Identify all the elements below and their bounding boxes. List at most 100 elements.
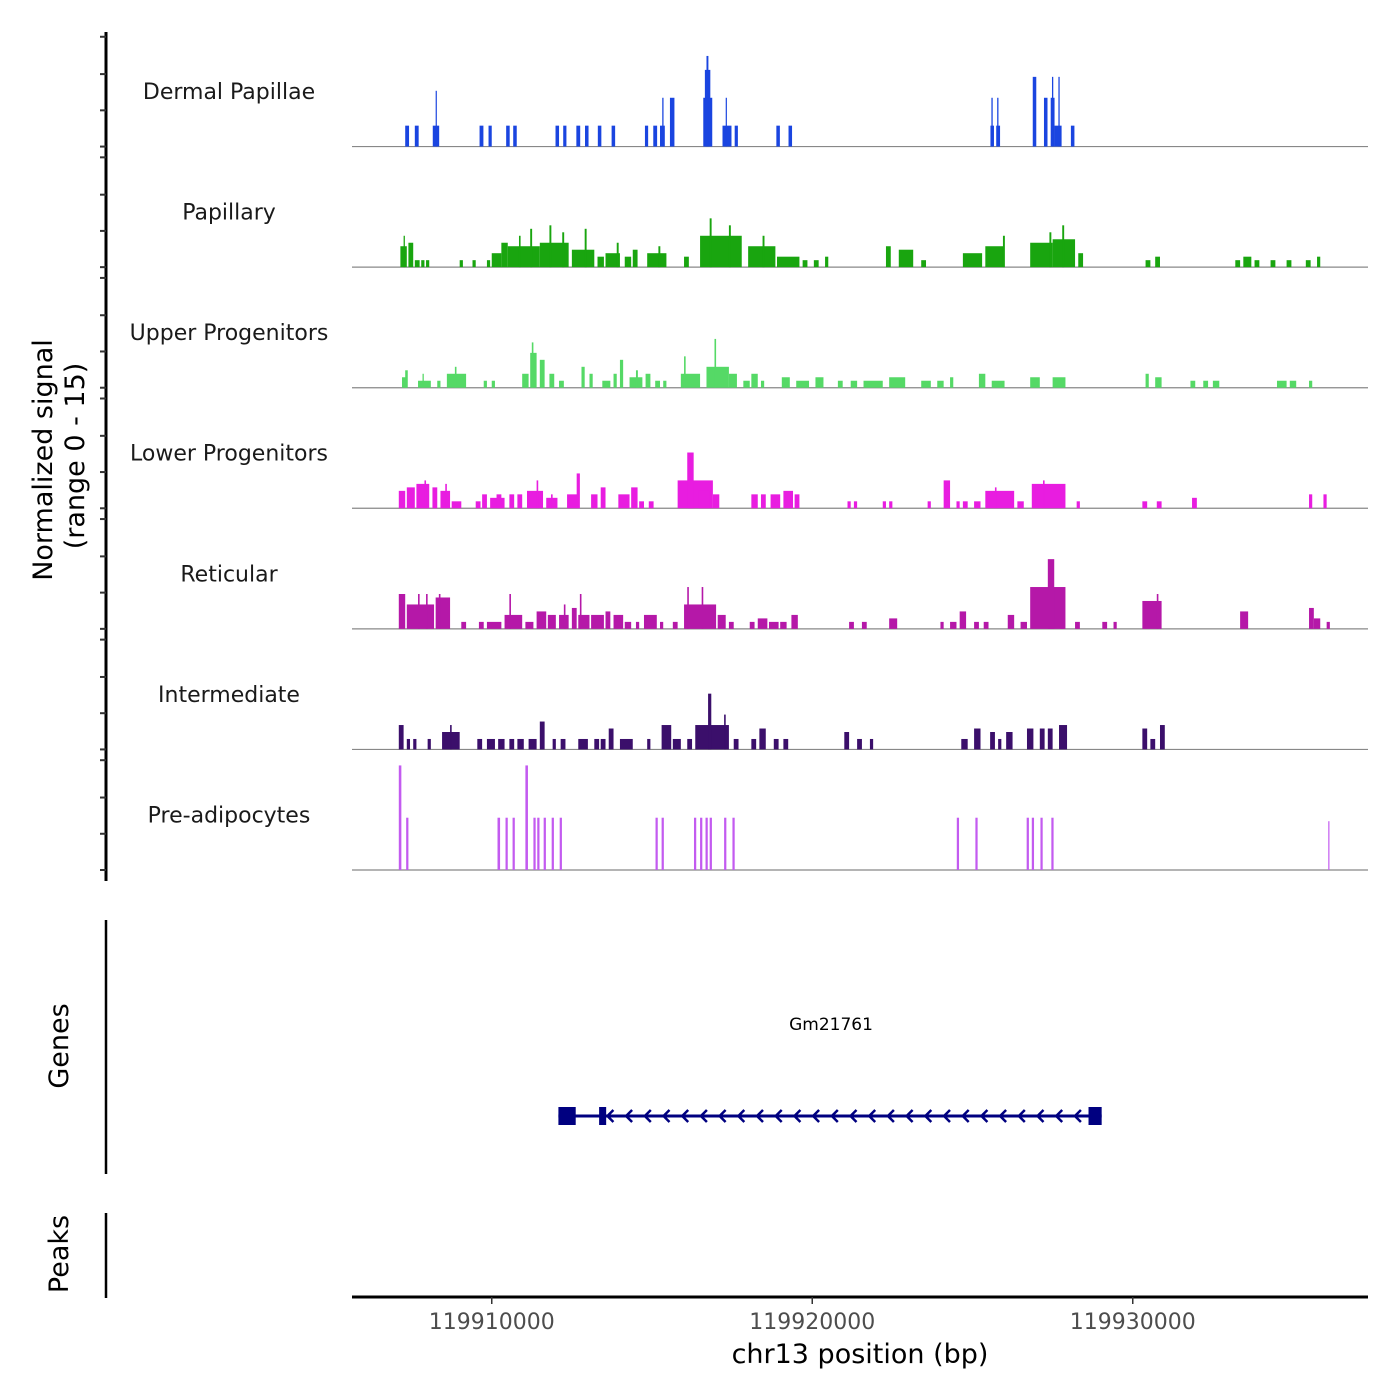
signal-peak: [424, 480, 427, 509]
strand-arrow-icon: [848, 1109, 858, 1123]
signal-peak: [974, 728, 981, 750]
signal-peak: [513, 125, 517, 147]
signal-peak: [1030, 587, 1066, 629]
signal-peak: [687, 587, 689, 629]
signal-peak: [825, 256, 829, 268]
signal-peak: [618, 494, 630, 509]
signal-peak: [581, 366, 585, 388]
signal-peak: [643, 614, 657, 629]
signal-peak: [486, 260, 491, 268]
gene-exon: [1088, 1107, 1102, 1125]
signal-peak: [1040, 817, 1043, 870]
signal-peak: [567, 494, 579, 509]
signal-peak: [728, 225, 731, 268]
track-label: Reticular: [180, 562, 278, 587]
signal-peak: [1243, 256, 1252, 268]
signal-peak: [536, 611, 547, 629]
signal-peak: [776, 125, 780, 147]
strand-arrow-icon: [1073, 1109, 1082, 1123]
signal-peak: [559, 817, 562, 870]
signal-peak: [645, 373, 651, 388]
signal-peak: [403, 235, 405, 268]
signal-peak: [571, 249, 595, 268]
signal-peak: [662, 97, 664, 147]
signal-peak: [861, 621, 867, 629]
signal-peak: [802, 260, 808, 268]
signal-peak: [974, 501, 981, 509]
signal-peak: [660, 621, 664, 629]
signal-peak: [600, 487, 606, 509]
signal-peak: [724, 714, 726, 750]
signal-peak: [624, 256, 632, 268]
signal-peak: [706, 55, 709, 147]
signal-peak: [446, 373, 467, 388]
signal-peak: [528, 738, 537, 750]
strand-arrow-icon: [811, 1109, 820, 1123]
track-reticular: Reticular: [180, 559, 1368, 630]
signal-peak: [937, 380, 944, 388]
signal-peak: [1156, 594, 1159, 629]
signal-peak: [1051, 817, 1054, 870]
signal-peak: [562, 232, 565, 268]
signal-peak: [537, 817, 540, 870]
signal-peak: [525, 621, 534, 629]
signal-peak: [889, 618, 898, 629]
strand-arrow-icon: [942, 1109, 951, 1123]
signal-peak: [435, 90, 437, 147]
signal-peak: [1313, 618, 1321, 629]
y-axis-title-line2: (range 0 - 15): [60, 363, 91, 550]
strand-arrow-icon: [960, 1109, 970, 1123]
signal-peak: [1049, 232, 1052, 268]
signal-peak: [497, 817, 501, 870]
signal-peak: [549, 373, 555, 388]
signal-peak: [950, 621, 957, 629]
signal-peak: [853, 501, 858, 509]
signal-peak: [1326, 621, 1330, 629]
signal-peak: [687, 738, 693, 750]
signal-peak: [605, 611, 611, 629]
signal-peak: [398, 725, 404, 750]
signal-peak: [714, 338, 717, 388]
signal-peak: [509, 494, 515, 509]
signal-peak: [551, 817, 554, 870]
track-upper-progenitors: Upper Progenitors: [130, 321, 1368, 389]
signal-peak: [579, 594, 582, 629]
signal-peak: [728, 621, 734, 629]
signal-peak: [451, 501, 462, 509]
signal-peak: [708, 693, 712, 750]
signal-peak: [478, 621, 484, 629]
track-dermal-papillae: Dermal Papillae: [143, 55, 1368, 148]
track-label: Dermal Papillae: [143, 80, 315, 105]
signal-peak: [700, 235, 742, 268]
signal-peak: [760, 380, 765, 388]
signal-peak: [847, 501, 851, 509]
signal-peak: [978, 373, 986, 388]
signal-peak: [1145, 260, 1151, 268]
strand-arrow-icon: [886, 1109, 895, 1123]
signal-peak: [724, 817, 727, 870]
signal-peak: [1203, 380, 1209, 388]
signal-peak: [551, 494, 553, 509]
signal-peak: [560, 738, 566, 750]
signal-peak: [406, 817, 409, 870]
signal-peak: [1155, 377, 1162, 388]
signal-peak: [536, 480, 539, 509]
signal-peak: [597, 256, 604, 268]
signal-peak: [813, 260, 819, 268]
signal-peak: [584, 228, 587, 268]
strand-arrow-icon: [979, 1109, 989, 1123]
signal-peak: [1328, 821, 1330, 870]
signal-peak: [1026, 817, 1029, 870]
peaks-panel-label: Peaks: [44, 1215, 75, 1293]
signal-peak: [1142, 728, 1148, 750]
signal-peak: [962, 501, 968, 509]
signal-peak: [408, 242, 414, 268]
signal-peak: [578, 738, 588, 750]
signal-peak: [749, 621, 755, 629]
signal-peak: [507, 246, 540, 268]
signal-peak: [578, 614, 590, 629]
signal-peak: [461, 621, 467, 629]
strand-arrow-icon: [998, 1109, 1007, 1123]
signal-peak: [539, 721, 545, 750]
genes-panel-label: Genes: [44, 1003, 75, 1088]
